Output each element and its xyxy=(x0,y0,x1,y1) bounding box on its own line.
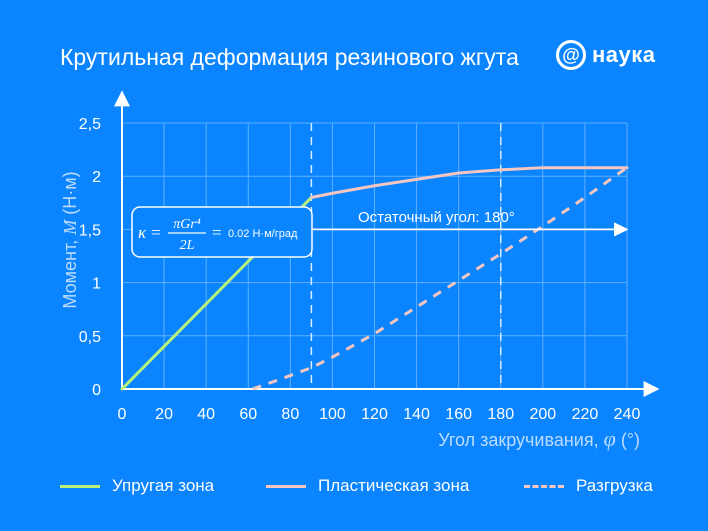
formula-box: κ = πGr⁴ 2L = 0.02 Н·м/град xyxy=(131,206,313,258)
formula-denominator: 2L xyxy=(180,238,195,253)
series-unloading xyxy=(251,166,628,391)
formula-eq2: = xyxy=(212,223,222,242)
x-tick-label: 180 xyxy=(487,406,514,423)
chart-title: Крутильная деформация резинового жгута xyxy=(60,44,519,70)
at-sign-icon: @ xyxy=(556,40,586,70)
formula-lhs: κ xyxy=(138,223,147,242)
legend-swatch xyxy=(524,484,564,488)
legend-item-plastic: Пластическая зона xyxy=(266,476,469,496)
legend-swatch xyxy=(60,484,100,488)
brand-logo: @ наука xyxy=(556,40,656,70)
tick-labels: 0 20 40 60 80 100 120 140 160 180 200 220 240 0 0,5 1 1,… xyxy=(79,116,641,423)
y-tick-label: 2,5 xyxy=(79,116,101,133)
annotations: Остаточный угол: 180° xyxy=(311,209,629,237)
y-tick-label: 2 xyxy=(92,169,101,186)
x-axis-label: Угол закручивания, φ (°) xyxy=(438,426,640,451)
formula-eq: = xyxy=(151,223,161,242)
formula-numerator: πGr⁴ xyxy=(173,217,201,232)
axes xyxy=(114,90,660,397)
x-tick-label: 200 xyxy=(529,406,556,423)
y-tick-label: 1,5 xyxy=(79,222,101,239)
x-tick-label: 20 xyxy=(155,406,173,423)
legend-item-elastic: Упругая зона xyxy=(60,476,214,496)
x-tick-label: 160 xyxy=(445,406,472,423)
legend: Упругая зона Пластическая зона Разгрузка xyxy=(0,476,708,500)
x-tick-label: 40 xyxy=(197,406,215,423)
legend-label: Пластическая зона xyxy=(318,476,470,495)
brand-name: наука xyxy=(592,42,656,67)
y-tick-label: 1 xyxy=(92,276,101,293)
x-tick-label: 60 xyxy=(239,406,257,423)
y-tick-label: 0 xyxy=(92,382,101,399)
series-plastic xyxy=(309,166,629,199)
x-tick-label: 0 xyxy=(118,406,127,423)
formula-value: 0.02 Н·м/град xyxy=(228,228,298,240)
legend-item-unloading: Разгрузка xyxy=(524,476,653,496)
x-tick-label: 240 xyxy=(614,406,641,423)
x-tick-label: 80 xyxy=(281,406,299,423)
x-tick-label: 120 xyxy=(361,406,388,423)
x-tick-label: 100 xyxy=(319,406,346,423)
legend-swatch xyxy=(266,484,306,488)
legend-label: Упругая зона xyxy=(112,476,215,495)
y-axis-label: Момент, M (Н·м) xyxy=(60,171,80,308)
x-tick-label: 220 xyxy=(572,406,599,423)
residual-angle-label: Остаточный угол: 180° xyxy=(358,209,515,226)
chart: 0 20 40 60 80 100 120 140 160 180 200 220 240 0 0,5 1 1,… xyxy=(60,90,660,451)
reference-lines xyxy=(310,123,502,389)
x-tick-label: 140 xyxy=(403,406,430,423)
legend-label: Разгрузка xyxy=(576,476,653,495)
y-tick-label: 0,5 xyxy=(79,329,101,346)
